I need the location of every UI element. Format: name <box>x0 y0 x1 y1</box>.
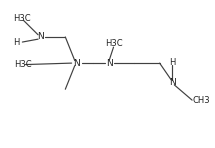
Text: H: H <box>13 38 19 47</box>
Text: N: N <box>37 32 44 41</box>
Text: CH3: CH3 <box>192 96 210 105</box>
Text: H3C: H3C <box>14 60 32 69</box>
Text: H3C: H3C <box>105 39 122 48</box>
Text: N: N <box>169 78 176 87</box>
Text: N: N <box>74 59 80 68</box>
Text: H: H <box>169 58 175 67</box>
Text: N: N <box>106 59 113 68</box>
Text: H3C: H3C <box>13 14 31 23</box>
